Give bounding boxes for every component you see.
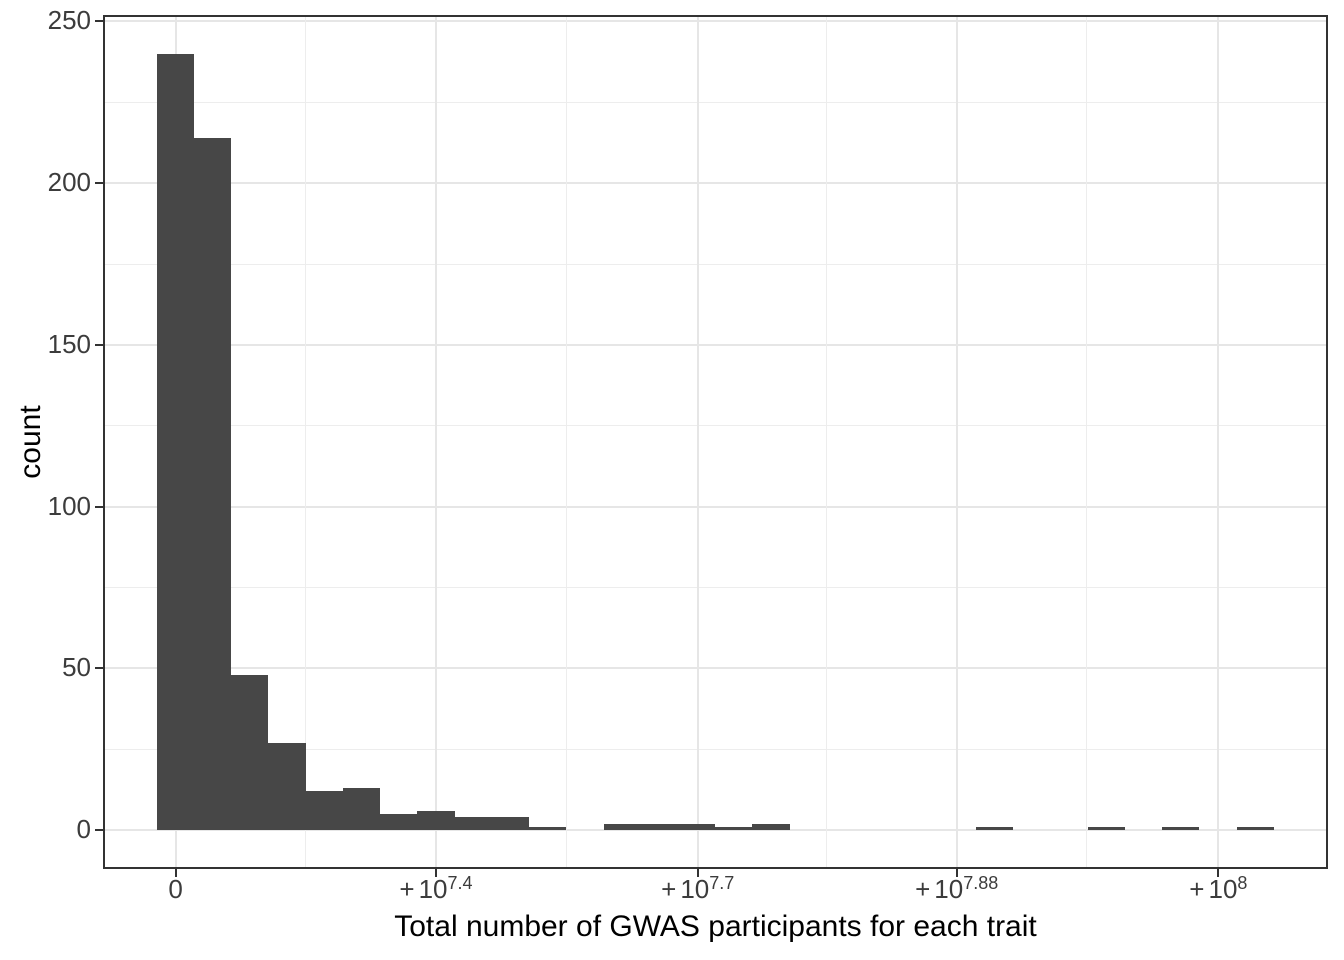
y-tick-label: 150: [47, 328, 91, 359]
y-tick-label: 50: [62, 652, 91, 683]
x-tick-exponent: 8: [1237, 873, 1248, 893]
y-tick-label: 100: [47, 490, 91, 521]
y-tick-label: 200: [47, 167, 91, 198]
histogram-bar: [231, 674, 269, 831]
histogram-bar: [491, 817, 530, 831]
gridline-minor-v: [566, 15, 568, 869]
plus-sign: +: [399, 874, 415, 904]
x-tick-base: 10: [418, 874, 448, 904]
histogram-bar: [603, 823, 641, 831]
x-axis-title: Total number of GWAS participants for ea…: [394, 910, 1037, 943]
x-tick-base: 10: [680, 874, 710, 904]
plus-sign: +: [661, 874, 677, 904]
gridline-major-v: [696, 15, 699, 869]
histogram-bar: [1236, 826, 1274, 831]
y-tick-label: 0: [76, 814, 91, 845]
histogram-bar: [193, 137, 232, 831]
gridline-major-h: [103, 667, 1328, 670]
x-tick-label: +107.4: [356, 873, 516, 905]
y-tick-mark: [95, 343, 103, 346]
gridline-minor-h: [103, 425, 1328, 427]
gridline-minor-v: [826, 15, 828, 869]
x-tick-mark: [1217, 869, 1220, 877]
gridline-major-h: [103, 20, 1328, 23]
y-tick-mark: [95, 182, 103, 185]
histogram-bar: [380, 814, 418, 831]
y-tick-mark: [95, 829, 103, 832]
plus-sign: +: [915, 874, 931, 904]
panel-border: [103, 15, 1328, 869]
gridline-major-v: [434, 15, 437, 869]
x-tick-base: 0: [168, 874, 183, 904]
x-tick-mark: [955, 869, 958, 877]
histogram-bar: [529, 826, 567, 831]
x-tick-base: 10: [1208, 874, 1238, 904]
plus-sign: +: [1189, 874, 1205, 904]
histogram-bar: [678, 823, 716, 831]
histogram-bar: [156, 53, 194, 831]
histogram-bar: [268, 742, 306, 831]
gridline-major-h: [103, 182, 1328, 185]
gridline-major-h: [103, 343, 1328, 346]
x-tick-exponent: 7.88: [963, 873, 999, 893]
histogram-bar: [640, 823, 678, 831]
gridline-major-h: [103, 829, 1328, 832]
gridline-major-h: [103, 505, 1328, 508]
histogram-bar: [975, 826, 1014, 831]
x-tick-label: +107.88: [877, 873, 1037, 905]
gridline-major-v: [1217, 15, 1220, 869]
x-tick-base: 10: [934, 874, 964, 904]
gridline-minor-h: [103, 587, 1328, 589]
y-tick-mark: [95, 20, 103, 23]
gridline-minor-h: [103, 101, 1328, 103]
x-tick-mark: [696, 869, 699, 877]
y-tick-label: 250: [47, 5, 91, 36]
x-tick-mark: [434, 869, 437, 877]
x-tick-label: +107.7: [618, 873, 778, 905]
histogram-bar: [417, 810, 455, 831]
y-tick-mark: [95, 667, 103, 670]
x-tick-exponent: 7.7: [709, 873, 735, 893]
gridline-minor-v: [1086, 15, 1088, 869]
plot-panel: [103, 15, 1328, 869]
histogram-bar: [1162, 826, 1200, 831]
gridline-major-v: [955, 15, 958, 869]
histogram-bar: [752, 823, 790, 831]
y-axis-title: count: [14, 405, 47, 479]
x-tick-exponent: 7.4: [447, 873, 473, 893]
histogram-bar: [454, 817, 492, 831]
x-tick-mark: [174, 869, 177, 877]
x-tick-label: +108: [1138, 873, 1298, 905]
histogram-bar: [715, 826, 753, 831]
gridline-minor-h: [103, 748, 1328, 750]
x-tick-label: 0: [96, 874, 256, 905]
gridline-minor-h: [103, 263, 1328, 265]
gridline-minor-v: [305, 15, 307, 869]
histogram-bar: [1087, 826, 1125, 831]
y-tick-mark: [95, 505, 103, 508]
histogram-bar: [305, 791, 343, 831]
histogram-bar: [342, 788, 381, 831]
